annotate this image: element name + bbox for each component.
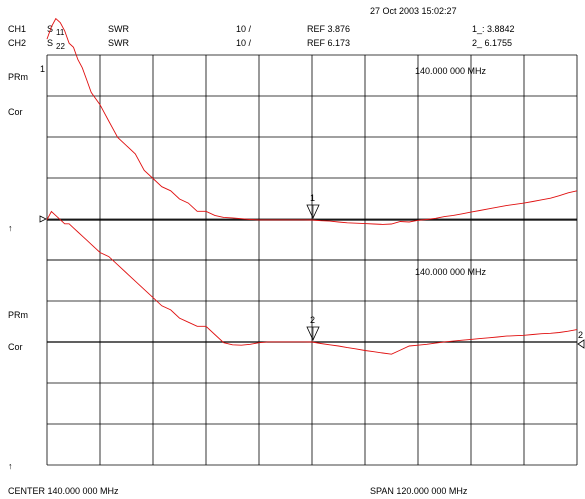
ch2-param-sub: 22 [56,42,65,51]
ch1-trace [46,17,578,225]
ch1-trace-start-label: 1 [40,64,45,74]
ch1-ref-position-icon [39,215,47,223]
ch1-marker-readout: 1_: 3.8842 [472,24,515,34]
ch2-ref-position-icon [577,339,585,349]
ch1-prm-label: PRm [8,72,28,82]
timestamp: 27 Oct 2003 15:02:27 [370,6,457,16]
ch1-ref-arrow: ↑ [8,223,13,233]
marker-2-label: 2 [310,315,315,325]
ch1-graticule [46,54,578,261]
ch2-cor-label: Cor [8,342,23,352]
ch1-ref: REF 3.876 [307,24,350,34]
ch1-format: SWR [108,24,129,34]
marker-1[interactable]: 1 [306,193,320,219]
ch2-ref-arrow: ↑ [8,461,13,471]
ch1-param: S [47,24,53,34]
center-frequency: CENTER 140.000 000 MHz [8,486,119,496]
ch2-prm-label: PRm [8,310,28,320]
marker-2[interactable]: 2 [306,315,320,341]
ch1-label: CH1 [8,24,26,34]
ch2-scale: 10 / [236,38,252,48]
ch2-format: SWR [108,38,129,48]
ch2-trace-end-label: 2 [578,330,583,340]
ch1-scale: 10 / [236,24,252,34]
ch2-ref: REF 6.173 [307,38,350,48]
ch1-param-sub: 11 [56,28,65,37]
ch2-param: S [47,38,53,48]
ch2-trace [46,210,578,355]
ch2-label: CH2 [8,38,26,48]
ch1-cor-label: Cor [8,107,23,117]
ch2-graticule [46,259,578,466]
ch2-marker-readout: 2_ 6.1755 [472,38,512,48]
span-frequency: SPAN 120.000 000 MHz [370,486,468,496]
ch1-marker-frequency: 140.000 000 MHz [415,66,487,76]
marker-1-label: 1 [310,193,315,203]
ch2-marker-frequency: 140.000 000 MHz [415,267,487,277]
